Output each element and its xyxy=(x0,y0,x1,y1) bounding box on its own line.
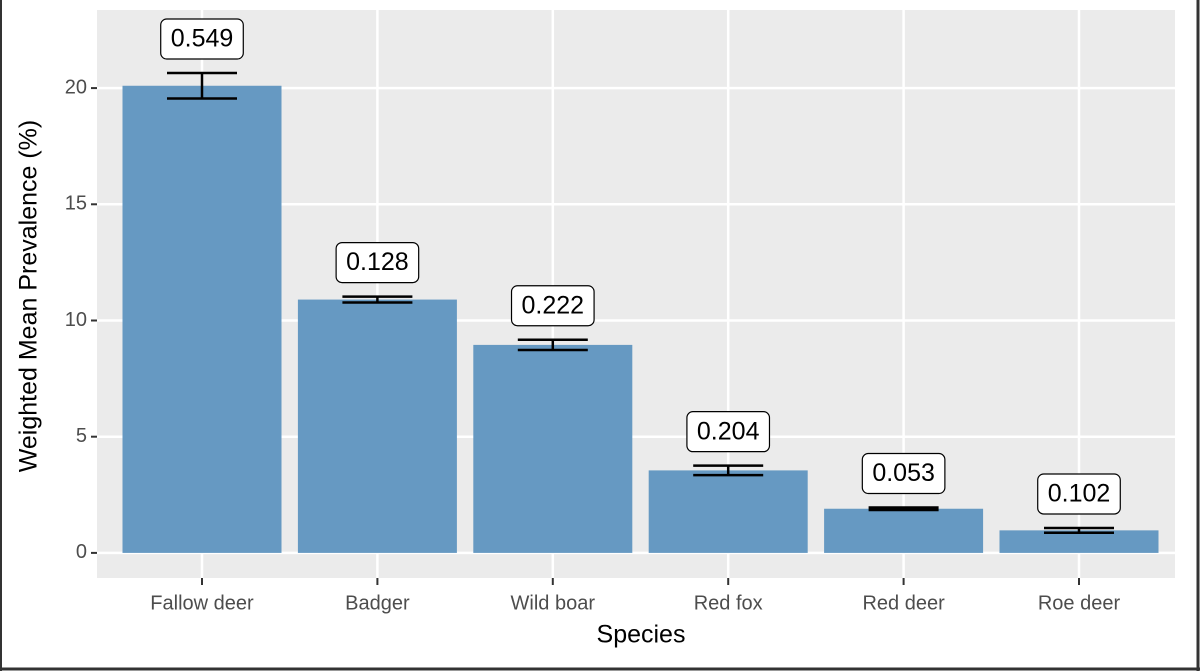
bar xyxy=(648,470,808,553)
x-tick-label: Badger xyxy=(345,592,410,614)
value-label: 0.204 xyxy=(697,417,760,445)
value-label-box xyxy=(160,18,244,60)
error-bar xyxy=(342,295,413,304)
value-label: 0.549 xyxy=(171,25,234,53)
x-axis-title: Species xyxy=(597,621,686,649)
x-tick-label: Roe deer xyxy=(1038,592,1121,614)
value-label-box xyxy=(861,452,946,495)
bar xyxy=(122,85,282,553)
bar xyxy=(999,530,1159,553)
x-tick-label: Wild boar xyxy=(511,592,596,614)
error-bar xyxy=(1044,526,1114,534)
x-tick-label: Red fox xyxy=(694,592,763,614)
value-label-box xyxy=(335,242,420,284)
value-label-box xyxy=(686,411,771,453)
y-tick-label: 0 xyxy=(76,541,87,563)
value-label-box xyxy=(1037,473,1121,515)
x-tick-label: Fallow deer xyxy=(150,592,254,614)
value-label: 0.222 xyxy=(522,291,585,319)
bar xyxy=(473,344,633,553)
y-tick-label: 10 xyxy=(65,309,87,331)
y-tick-label: 15 xyxy=(65,193,87,215)
y-tick-label: 20 xyxy=(65,76,87,98)
value-label: 0.053 xyxy=(872,459,935,487)
error-bar xyxy=(517,338,588,352)
x-tick-label: Red deer xyxy=(862,592,945,614)
y-tick-label: 5 xyxy=(76,425,87,447)
y-axis-title: Weighted Mean Prevalence (%) xyxy=(15,120,43,473)
value-label: 0.128 xyxy=(346,248,409,276)
error-bar xyxy=(167,71,237,100)
error-bar xyxy=(693,464,764,477)
bar xyxy=(297,299,457,553)
bar xyxy=(824,508,984,553)
value-label: 0.102 xyxy=(1048,480,1111,508)
error-bar xyxy=(868,506,939,512)
value-label-box xyxy=(510,285,595,327)
